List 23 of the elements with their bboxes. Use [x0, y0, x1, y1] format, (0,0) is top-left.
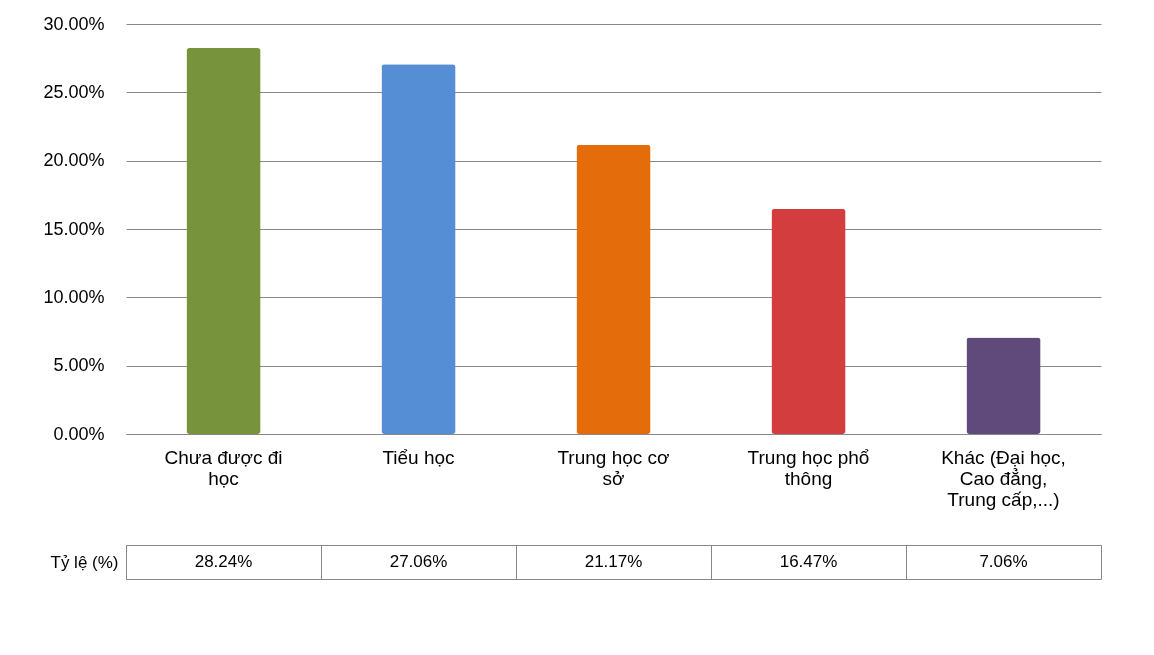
bar: [966, 337, 1041, 434]
data-label: 28.24%: [194, 552, 253, 571]
x-tick-label: Trung học phổ thông: [747, 446, 870, 489]
y-tick-label: 10.00%: [43, 286, 105, 307]
bar: [576, 144, 651, 434]
x-tick-label: Tiểu học: [382, 446, 455, 468]
y-tick-label: 25.00%: [43, 81, 105, 102]
data-label: 7.06%: [979, 552, 1028, 571]
x-tick-label: Chưa được đi học: [164, 446, 283, 489]
data-label: 27.06%: [389, 552, 448, 571]
y-tick-label: 30.00%: [43, 13, 105, 34]
bar: [381, 64, 456, 434]
x-tick-label: Trung học cơ sở: [557, 446, 670, 489]
y-tick-label: 0.00%: [53, 423, 105, 444]
bar: [771, 208, 846, 434]
y-tick-label: 15.00%: [43, 218, 105, 239]
text: Tỷ lệ (%): [50, 552, 119, 572]
data-label: 16.47%: [779, 552, 838, 571]
x-tick-label: Khác (Đại học, Cao đẳng, Trung cấp,...): [941, 446, 1066, 510]
bar: [186, 48, 261, 434]
data-label: 21.17%: [584, 552, 643, 571]
y-tick-label: 20.00%: [43, 150, 105, 171]
y-tick-label: 5.00%: [53, 355, 105, 376]
